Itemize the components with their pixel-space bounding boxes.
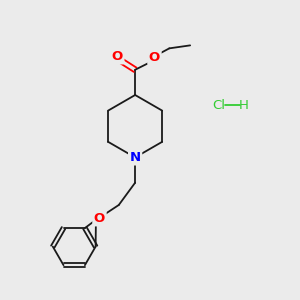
Text: Cl: Cl — [212, 99, 225, 112]
Text: O: O — [112, 50, 123, 63]
Text: O: O — [94, 212, 105, 225]
Text: O: O — [149, 51, 160, 64]
Text: N: N — [130, 151, 141, 164]
Text: H: H — [239, 99, 249, 112]
